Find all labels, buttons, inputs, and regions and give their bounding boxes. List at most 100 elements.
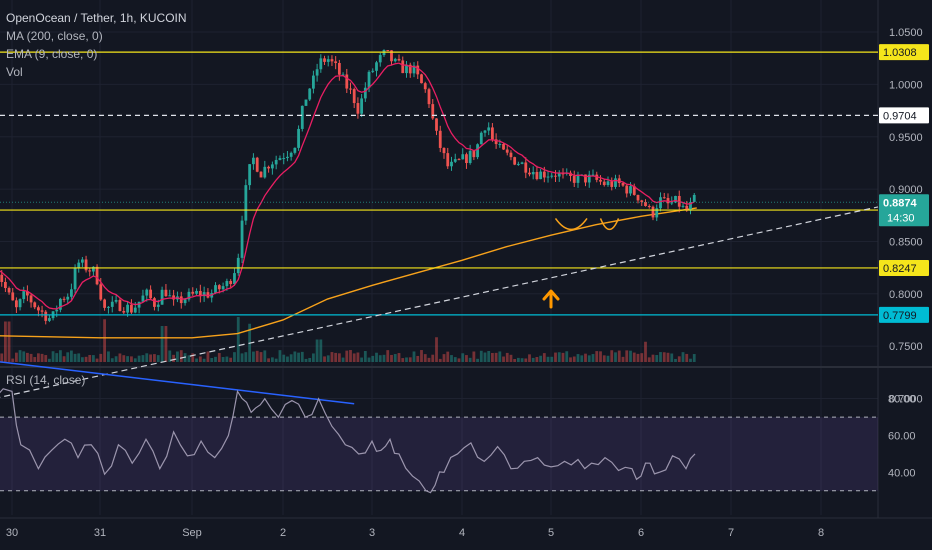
volume-bar [145,353,149,362]
volume-bar [371,355,375,362]
candle-body [621,183,625,186]
candle-body [614,178,617,187]
volume-bar [214,356,217,362]
time-tick-label: 5 [548,527,554,539]
volume-bar [408,357,412,362]
chart-title[interactable]: OpenOcean / Tether, 1h, KUCOIN [6,11,187,25]
volume-bar [330,352,334,362]
candle-body [393,58,397,62]
countdown-text: 14:30 [887,212,915,224]
candle-body [55,309,59,312]
candle-body [494,139,498,145]
volume-bar [397,353,401,362]
volume-bar [405,357,408,362]
volume-bar [681,352,685,362]
volume-bar [498,351,502,362]
candle-body [107,306,110,308]
volume-bar [468,357,472,362]
ema-legend[interactable]: EMA (9, close, 0) [6,47,98,61]
volume-bar [337,353,341,362]
candle-body [692,194,696,202]
candle-body [345,74,349,89]
time-tick-label: 31 [94,527,106,539]
candle-body [472,150,476,158]
level-label-text: 1.0308 [883,47,917,59]
volume-bar [446,351,450,362]
rsi-pane[interactable]: 80.00 60.00 40.00 [0,388,916,494]
volume-bar [99,353,103,362]
volume-bar [662,352,666,362]
candle-body [337,62,341,75]
candle-body [446,153,450,167]
candle-body [408,64,412,74]
candle-body [681,205,685,207]
volume-bar [4,321,7,362]
candle-body [289,152,293,157]
time-tick-label: 8 [818,527,824,539]
volume-bar [438,358,442,362]
pattern-arc-0 [554,217,588,231]
volume-bar [390,354,393,362]
candle-body [191,291,195,294]
volume-bar [210,357,214,362]
volume-bar [505,352,509,362]
volume-bar [502,356,505,362]
ema-9-line [0,62,695,310]
candle-body [420,74,423,84]
volume-bar [509,354,513,362]
candle-body [66,296,70,300]
level-label-box [879,44,929,61]
candle-body [133,307,137,313]
candle-body [334,61,338,63]
ma-legend[interactable]: MA (200, close, 0) [6,29,103,43]
volume-bar [476,358,479,362]
ma-200-line-group [0,207,697,339]
candle-body [206,292,210,298]
candle-body [160,289,164,305]
candle-body [70,289,73,297]
volume-bar [221,357,225,362]
volume-bar [580,355,584,362]
volume-bar [137,355,141,362]
volume-bar [599,351,602,362]
candle-body [479,132,483,145]
candle-body [640,200,644,203]
volume-bar [198,356,202,362]
candle-body [84,259,88,271]
time-tick-label: Sep [182,527,202,539]
rsi-legend[interactable]: RSI (14, close) [6,373,86,387]
volume-bar [375,352,378,362]
candle-body [378,55,382,63]
level-label-box [879,306,929,323]
candle-body [255,157,259,172]
candle-body [405,64,408,74]
candle-body [137,301,141,308]
volume-bar [130,356,133,362]
volume-bar [513,358,517,362]
candle-body [655,208,659,218]
candle-body [221,286,225,290]
volume-bar [561,352,565,362]
volume-bar [270,357,274,362]
volume-bar [240,353,244,362]
rsi-line[interactable] [0,388,696,494]
axes: 1.0500 1.0000 0.9500 0.9000 0.8500 0.8000 0.75… [6,27,923,539]
candle-body [629,186,632,194]
candle-body [15,300,18,308]
vol-legend[interactable]: Vol [6,65,23,79]
price-tick-label: 0.7500 [889,341,923,353]
price-tick-label: 0.8000 [889,289,923,301]
grid [0,0,932,519]
descending-trendline [0,361,355,405]
horizontal-levels[interactable]: 1.03080.97040.88000.82470.77990.887414:3… [0,44,929,323]
candle-body [587,174,591,183]
candle-body [198,290,202,297]
candle-body [315,69,319,76]
candle-body [550,175,554,177]
volume-bar [461,353,465,362]
candle-body [81,259,84,263]
candle-body [520,162,524,164]
level-label-box [879,107,929,124]
candle-body [498,144,502,146]
